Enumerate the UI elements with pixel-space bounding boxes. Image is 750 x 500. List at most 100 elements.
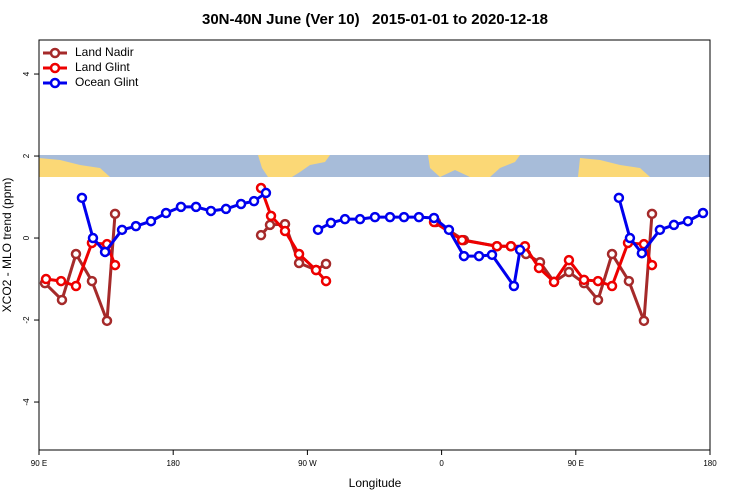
data-point	[443, 224, 455, 236]
y-tick-label: -2	[22, 316, 31, 324]
data-point	[354, 213, 366, 225]
data-point	[668, 219, 680, 231]
data-point	[646, 259, 658, 271]
data-point	[264, 219, 276, 231]
data-point	[293, 257, 305, 269]
data-point	[339, 213, 351, 225]
data-point	[646, 208, 658, 220]
map-land	[258, 155, 330, 177]
y-tick-label: 4	[22, 71, 31, 76]
chart-title: 30N-40N June (Ver 10) 2015-01-01 to 2020…	[202, 11, 548, 28]
x-tick-label: 180	[703, 459, 717, 468]
data-point	[70, 248, 82, 260]
data-point	[320, 275, 332, 287]
data-point	[109, 208, 121, 220]
data-point	[55, 275, 67, 287]
data-point	[175, 201, 187, 213]
data-point	[606, 248, 618, 260]
data-point	[548, 276, 560, 288]
data-point	[563, 266, 575, 278]
data-point	[160, 207, 172, 219]
data-point	[220, 203, 232, 215]
data-point	[99, 246, 111, 258]
data-point	[413, 211, 425, 223]
data-point	[56, 294, 68, 306]
data-point	[636, 247, 648, 259]
data-point	[624, 232, 636, 244]
data-point	[592, 294, 604, 306]
legend-label: Land Nadir	[75, 45, 134, 59]
data-point	[606, 280, 618, 292]
data-point	[260, 187, 272, 199]
data-point	[697, 207, 709, 219]
y-tick-label: 0	[22, 235, 31, 240]
series-line	[45, 187, 654, 288]
data-point	[130, 220, 142, 232]
data-point	[86, 275, 98, 287]
data-point	[533, 262, 545, 274]
data-point	[505, 240, 517, 252]
data-point	[613, 192, 625, 204]
map-ocean	[39, 155, 710, 177]
data-point	[486, 249, 498, 261]
x-tick-label: 90 E	[568, 459, 584, 468]
data-point	[458, 250, 470, 262]
map-land	[39, 158, 110, 177]
map-strip	[39, 155, 710, 177]
map-land	[428, 155, 520, 177]
data-point	[654, 224, 666, 236]
legend-marker	[49, 47, 61, 59]
data-point	[70, 280, 82, 292]
data-point	[101, 315, 113, 327]
data-point	[40, 273, 52, 285]
data-point	[369, 211, 381, 223]
data-point	[265, 210, 277, 222]
data-point	[491, 240, 503, 252]
y-tick-label: -4	[22, 398, 31, 406]
data-point	[310, 264, 322, 276]
x-tick-label: 0	[439, 459, 444, 468]
data-point	[235, 198, 247, 210]
x-tick-label: 90 W	[298, 459, 317, 468]
map-land	[578, 158, 650, 177]
data-point	[578, 274, 590, 286]
data-point	[109, 259, 121, 271]
x-axis-label: Longitude	[349, 476, 402, 490]
legend-marker	[49, 62, 61, 74]
x-tick-label: 180	[167, 459, 181, 468]
legend-marker	[49, 77, 61, 89]
data-point	[563, 254, 575, 266]
data-point	[312, 224, 324, 236]
data-point	[293, 248, 305, 260]
data-point	[508, 280, 520, 292]
data-point	[325, 217, 337, 229]
data-point	[76, 192, 88, 204]
series-line	[80, 191, 704, 290]
data-point	[205, 205, 217, 217]
legend-label: Ocean Glint	[75, 75, 139, 89]
data-point	[279, 225, 291, 237]
data-point	[638, 315, 650, 327]
data-point	[320, 258, 332, 270]
y-axis-label: XCO2 - MLO trend (ppm)	[0, 178, 14, 313]
data-point	[255, 229, 267, 241]
data-point	[682, 215, 694, 227]
data-point	[398, 211, 410, 223]
plot-frame	[38, 39, 711, 451]
data-point	[116, 224, 128, 236]
legend-label: Land Glint	[75, 60, 130, 74]
x-tick-label: 90 E	[31, 459, 47, 468]
data-point	[248, 195, 260, 207]
data-point	[87, 232, 99, 244]
data-point	[514, 244, 526, 256]
data-point	[623, 275, 635, 287]
data-point	[190, 201, 202, 213]
data-point	[428, 212, 440, 224]
data-point	[592, 275, 604, 287]
data-point	[473, 250, 485, 262]
data-point	[384, 211, 396, 223]
data-point	[456, 234, 468, 246]
data-point	[145, 215, 157, 227]
